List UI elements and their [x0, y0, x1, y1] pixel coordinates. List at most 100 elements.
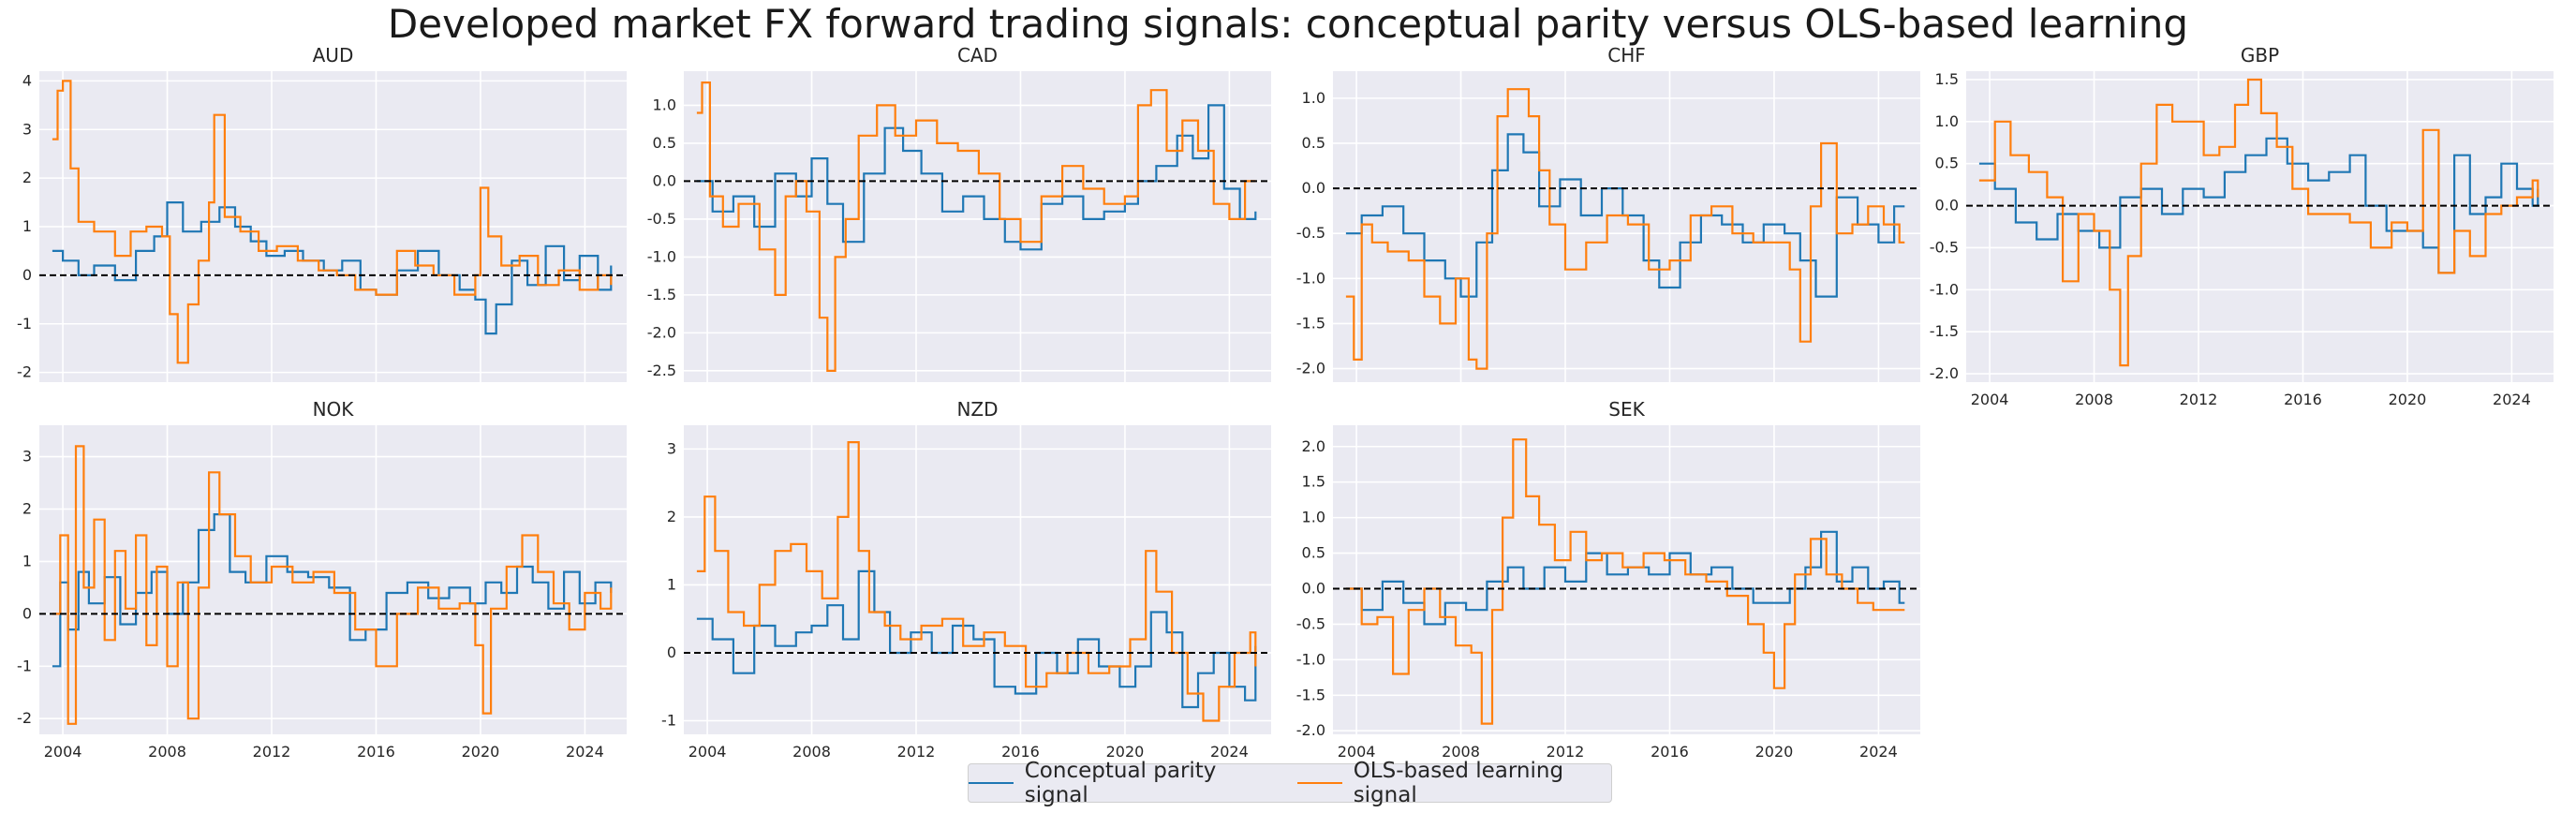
y-tick-label: 1.0: [1302, 509, 1325, 526]
x-tick-label: 2008: [1442, 743, 1480, 761]
y-tick-label: 2.0: [1302, 437, 1325, 455]
y-tick-label: 2: [22, 499, 32, 517]
x-tick-label: 2016: [1651, 743, 1689, 761]
y-tick-label: 4: [22, 71, 32, 89]
x-tick-label: 2020: [2389, 391, 2427, 408]
x-tick-label: 2008: [792, 743, 831, 761]
y-tick-label: 0.0: [653, 171, 676, 189]
series-line-conceptual: [696, 569, 1257, 709]
x-tick-label: 2024: [1859, 743, 1898, 761]
x-tick-label: 2024: [566, 743, 604, 761]
y-tick-label: -1: [17, 657, 32, 674]
series-line-conceptual: [52, 513, 613, 668]
panel-title: AUD: [313, 44, 354, 67]
series-line-ols: [52, 445, 613, 725]
y-tick-label: -2: [17, 363, 32, 381]
y-tick-label: -1.5: [647, 286, 676, 303]
panel-nok: -2 -1 0 1 2 3 2004 2008 2012 2016 2020 2024 NOK: [17, 398, 627, 761]
y-tick-label: -2: [17, 709, 32, 727]
plot-area: [1966, 71, 2554, 382]
x-tick-label: 2004: [688, 743, 727, 761]
y-tick-label: -1: [661, 711, 676, 729]
x-tick-label: 2020: [1755, 743, 1794, 761]
y-tick-label: -1.5: [1296, 314, 1325, 332]
legend-swatch-ols: [1296, 782, 1342, 784]
x-tick-label: 2016: [1001, 743, 1040, 761]
legend-item-ols: OLS-based learning signal: [1296, 759, 1611, 807]
y-tick-label: -1.0: [1930, 280, 1959, 298]
panel-title: SEK: [1608, 398, 1645, 421]
x-tick-label: 2016: [357, 743, 395, 761]
y-tick-label: -1.0: [1296, 269, 1325, 287]
x-tick-label: 2004: [1338, 743, 1376, 761]
series-line-conceptual: [1345, 530, 1905, 626]
y-tick-label: 2: [667, 508, 676, 525]
panel-title: NZD: [956, 398, 998, 421]
panel-title: CHF: [1607, 44, 1646, 67]
y-tick-label: 0.0: [1302, 579, 1325, 597]
panel-cad: -2.5 -2.0 -1.5 -1.0 -0.5 0.0 0.5 1.0 CAD: [647, 44, 1271, 382]
series-line-conceptual: [1345, 133, 1905, 298]
series-line-ols: [52, 80, 613, 364]
x-tick-label: 2020: [462, 743, 500, 761]
panel-aud: -2 -1 0 1 2 3 4 AUD: [17, 44, 627, 382]
legend: Conceptual parity signal OLS-based learn…: [968, 759, 1612, 807]
y-tick-label: 3: [22, 448, 32, 466]
legend-label-conceptual: Conceptual parity signal: [1024, 759, 1217, 807]
y-tick-label: 2: [22, 169, 32, 186]
y-tick-label: 3: [22, 120, 32, 138]
x-tick-label: 2004: [1971, 391, 2009, 408]
x-tick-label: 2012: [253, 743, 291, 761]
y-tick-label: 1: [667, 575, 676, 593]
panel-title: CAD: [957, 44, 998, 67]
x-tick-label: 2008: [2075, 391, 2113, 408]
y-tick-label: 0.5: [653, 134, 676, 152]
plot-area: [684, 71, 1271, 382]
panel-title: GBP: [2241, 44, 2279, 67]
panel-chf: -2.0 -1.5 -1.0 -0.5 0.0 0.5 1.0 CHF: [1296, 44, 1920, 382]
x-tick-label: 2024: [1210, 743, 1249, 761]
series-line-ols: [1978, 78, 2539, 367]
y-tick-label: -0.5: [1296, 224, 1325, 242]
panel-nzd: -1 0 1 2 3 2004 2008 2012 2016 2020 2024 NZD: [661, 398, 1271, 761]
y-tick-label: 1: [22, 552, 32, 569]
y-tick-label: -1.0: [1296, 650, 1325, 668]
y-tick-label: -1.5: [1930, 322, 1959, 340]
y-tick-label: 0.5: [1935, 155, 1959, 172]
x-tick-label: 2004: [44, 743, 82, 761]
series-line-ols: [696, 81, 1256, 372]
legend-label-ols: OLS-based learning signal: [1353, 759, 1564, 807]
y-tick-label: 0: [22, 604, 32, 622]
y-tick-label: 1.0: [1302, 89, 1325, 107]
y-tick-label: -0.5: [1296, 614, 1325, 632]
x-tick-label: 2012: [1547, 743, 1585, 761]
panel-title: NOK: [313, 398, 355, 421]
panel-gbp: -2.0 -1.5 -1.0 -0.5 0.0 0.5 1.0 1.5 2004 2008 2012…: [1930, 44, 2554, 408]
plot-area: [1333, 71, 1920, 382]
plot-area: [1333, 425, 1920, 734]
y-tick-label: -0.5: [1930, 238, 1959, 256]
series-line-ols: [696, 441, 1257, 722]
y-tick-label: 0.0: [1935, 197, 1959, 214]
y-tick-label: 0.5: [1302, 544, 1325, 562]
y-tick-label: 0: [22, 266, 32, 284]
y-tick-label: 1.0: [1935, 112, 1959, 130]
y-tick-label: 0.0: [1302, 179, 1325, 197]
plot-area: [39, 425, 627, 734]
x-tick-label: 2012: [2180, 391, 2218, 408]
y-tick-label: -1.5: [1296, 686, 1325, 703]
x-tick-label: 2016: [2284, 391, 2322, 408]
y-tick-label: 0.5: [1302, 134, 1325, 152]
y-tick-label: 0: [667, 643, 676, 661]
y-tick-label: -2.5: [647, 362, 676, 379]
y-tick-label: 1.5: [1302, 473, 1325, 491]
x-tick-label: 2020: [1106, 743, 1145, 761]
y-tick-label: -2.0: [647, 323, 676, 341]
y-tick-label: 3: [667, 439, 676, 457]
y-tick-label: -1: [17, 315, 32, 333]
y-tick-label: 1.5: [1935, 70, 1959, 88]
panel-sek: -2.0 -1.5 -1.0 -0.5 0.0 0.5 1.0 1.5 2.0 2004 2008 2…: [1296, 398, 1920, 761]
x-tick-label: 2012: [897, 743, 936, 761]
figure-title: Developed market FX forward trading sign…: [388, 1, 2188, 47]
